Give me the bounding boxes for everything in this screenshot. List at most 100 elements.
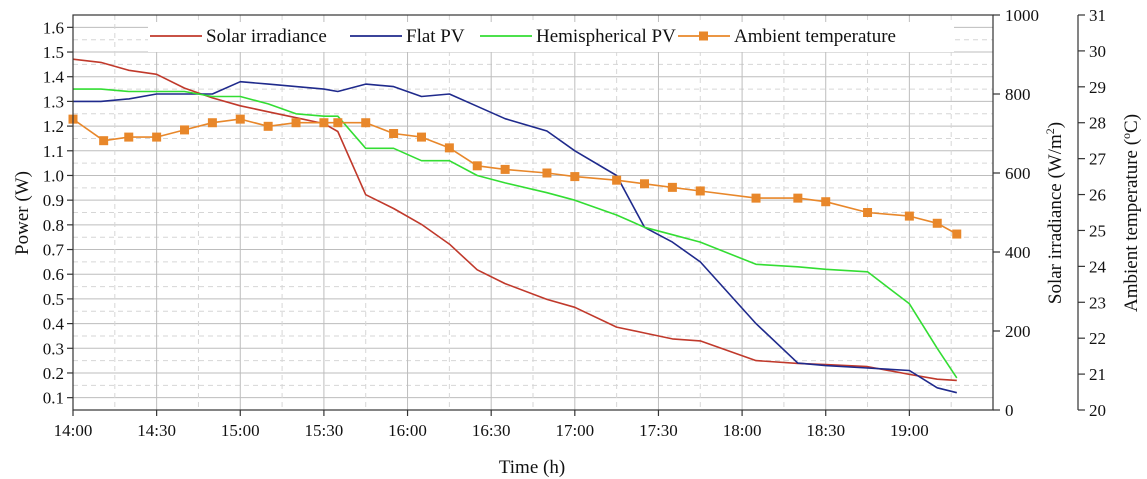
data-point-ambient-temperature xyxy=(612,175,622,185)
data-point-ambient-temperature xyxy=(319,118,329,128)
x-tick-label: 17:00 xyxy=(555,421,594,440)
legend-label-ambient-temperature: Ambient temperature xyxy=(734,26,896,47)
grid-layer xyxy=(73,15,993,410)
y-right2-tick-label: 21 xyxy=(1089,365,1106,384)
data-point-ambient-temperature xyxy=(152,132,162,142)
data-point-ambient-temperature xyxy=(821,197,831,207)
y-right2-tick-label: 31 xyxy=(1089,6,1106,25)
data-point-ambient-temperature xyxy=(207,118,217,128)
series-line-ambient-temperature xyxy=(72,118,958,235)
data-point-ambient-temperature xyxy=(570,172,580,182)
y-right1-tick-label: 800 xyxy=(1005,85,1031,104)
series-line-flat-pv xyxy=(73,80,957,394)
y-axis-right1-title: Solar irradiance (W/m2) xyxy=(1043,122,1066,304)
y-left-tick-label: 0.3 xyxy=(43,339,64,358)
data-point-ambient-temperature xyxy=(333,118,343,128)
y-right2-tick-label: 27 xyxy=(1089,150,1107,169)
y-right2-tick-label: 26 xyxy=(1089,186,1106,205)
data-point-ambient-temperature xyxy=(361,118,371,128)
data-point-ambient-temperature xyxy=(667,182,677,192)
y-right2-tick-label: 29 xyxy=(1089,78,1106,97)
data-point-ambient-temperature xyxy=(472,161,482,171)
y-left-tick-label: 0.5 xyxy=(43,290,64,309)
data-point-ambient-temperature xyxy=(695,186,705,196)
data-point-ambient-temperature xyxy=(124,132,134,142)
legend-label-hemispherical-pv: Hemispherical PV xyxy=(536,26,676,47)
data-point-ambient-temperature xyxy=(180,125,190,135)
x-tick-label: 16:30 xyxy=(472,421,511,440)
y-right1-tick-label: 600 xyxy=(1005,164,1031,183)
y-right1-tick-label: 200 xyxy=(1005,322,1031,341)
y-axis-left-title: Power (W) xyxy=(12,171,33,255)
legend-label-flat-pv: Flat PV xyxy=(406,26,465,47)
x-tick-label: 16:00 xyxy=(388,421,427,440)
y-left-tick-label: 1.1 xyxy=(43,142,64,161)
y-left-tick-label: 0.9 xyxy=(43,191,64,210)
data-point-ambient-temperature xyxy=(291,118,301,128)
x-tick-label: 15:00 xyxy=(221,421,260,440)
data-point-ambient-temperature xyxy=(932,218,942,228)
y-left-tick-label: 1.3 xyxy=(43,92,64,111)
data-point-ambient-temperature xyxy=(389,129,399,138)
data-point-ambient-temperature xyxy=(863,208,873,217)
data-point-ambient-temperature xyxy=(793,193,803,203)
legend-label-solar-irradiance: Solar irradiance xyxy=(206,26,327,47)
data-point-ambient-temperature xyxy=(640,179,650,189)
legend-marker-ambient-temperature xyxy=(699,31,708,41)
y-left-tick-label: 1.2 xyxy=(43,117,64,136)
x-tick-label: 17:30 xyxy=(639,421,678,440)
y-right2-tick-label: 20 xyxy=(1089,401,1106,420)
x-tick-label: 18:00 xyxy=(723,421,762,440)
series-layer xyxy=(68,58,962,394)
y-left-tick-label: 0.2 xyxy=(43,364,64,383)
y-left-tick-label: 0.7 xyxy=(43,241,65,260)
y-left-tick-label: 0.6 xyxy=(43,265,64,284)
y-axis-right2-title-main: Ambient temperature ( xyxy=(1121,139,1142,312)
y-axis-right2-title: Ambient temperature (oC) xyxy=(1119,114,1142,312)
data-point-ambient-temperature xyxy=(235,114,245,124)
data-point-ambient-temperature xyxy=(542,168,552,178)
data-point-ambient-temperature xyxy=(904,211,914,221)
x-tick-label: 14:00 xyxy=(54,421,93,440)
y-axis-right2-title-sup: o xyxy=(1119,133,1133,139)
y-right2-tick-label: 23 xyxy=(1089,293,1106,312)
y-right1-tick-label: 1000 xyxy=(1005,6,1039,25)
x-tick-label: 18:30 xyxy=(806,421,845,440)
y-left-tick-label: 0.1 xyxy=(43,389,64,408)
y-right1-tick-label: 0 xyxy=(1005,401,1014,420)
data-point-ambient-temperature xyxy=(263,121,273,131)
legend: Solar irradiance Flat PV Hemispherical PV A… xyxy=(148,22,954,52)
legend-background xyxy=(148,22,954,52)
y-axis-right2-title-end: C) xyxy=(1121,114,1142,133)
y-left-tick-label: 0.4 xyxy=(43,315,65,334)
axes-layer: 14:00 14:30 15:00 15:30 16:00 16:30 17:00 17:30… xyxy=(43,6,1107,440)
plot-frame xyxy=(72,14,994,411)
y-left-tick-label: 1.6 xyxy=(43,18,64,37)
y-left-tick-label: 1.0 xyxy=(43,166,64,185)
data-point-ambient-temperature xyxy=(952,229,962,239)
y-left-tick-label: 0.8 xyxy=(43,216,64,235)
x-axis-title: Time (h) xyxy=(499,457,565,478)
data-point-ambient-temperature xyxy=(751,193,761,203)
x-tick-label: 15:30 xyxy=(305,421,344,440)
y-right1-tick-label: 400 xyxy=(1005,243,1031,262)
y-left-tick-label: 1.4 xyxy=(43,68,65,87)
y-right2-tick-label: 24 xyxy=(1089,257,1107,276)
data-point-ambient-temperature xyxy=(416,132,426,142)
series-line-solar-irradiance xyxy=(72,58,957,382)
data-point-ambient-temperature xyxy=(444,143,454,153)
y-left-tick-label: 1.5 xyxy=(43,43,64,62)
y-right2-tick-label: 28 xyxy=(1089,114,1106,133)
y-right2-tick-label: 25 xyxy=(1089,221,1106,240)
y-right2-tick-label: 30 xyxy=(1089,42,1106,61)
y-axis-right1-title-main: Solar irradiance (W/m xyxy=(1045,134,1066,304)
x-tick-label: 14:30 xyxy=(137,421,176,440)
data-point-ambient-temperature xyxy=(99,136,109,146)
x-tick-label: 19:00 xyxy=(890,421,929,440)
data-point-ambient-temperature xyxy=(500,164,510,174)
y-right2-tick-label: 22 xyxy=(1089,329,1106,348)
series-line-hemispherical-pv xyxy=(73,88,958,379)
y-axis-right1-title-sup: 2 xyxy=(1043,128,1057,134)
